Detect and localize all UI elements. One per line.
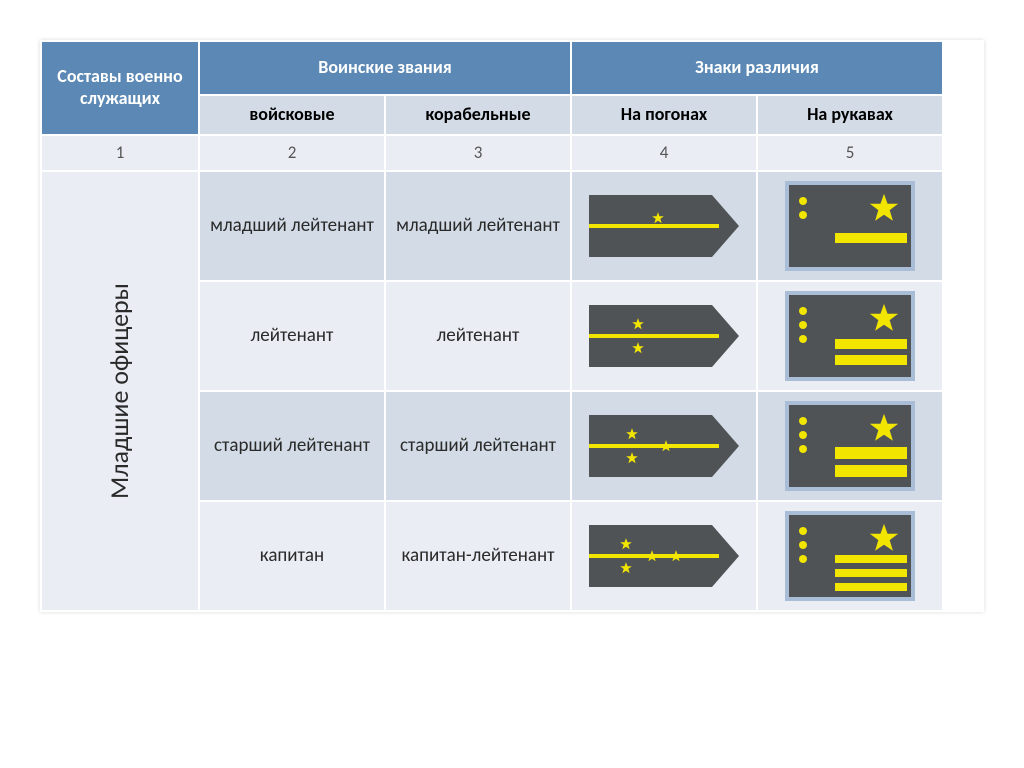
sleeve-icon [785,291,915,381]
sleeve-cell-0 [757,171,943,281]
rank-navy-3: капитан-лейтенант [385,501,571,611]
sleeve-cell-2 [757,391,943,501]
rank-navy-2: старший лейтенант [385,391,571,501]
sleeve-cell-3 [757,501,943,611]
rank-army-2: старший лейтенант [199,391,385,501]
header-epaulet: На погонах [571,95,757,135]
rank-army-1: лейтенант [199,281,385,391]
colnum-3: 3 [385,135,571,171]
epaulet-icon [589,415,739,477]
category-junior-officers: Младшие офицеры [41,171,199,611]
epaulet-cell-0 [571,171,757,281]
header-col1: Составы военно служащих [41,41,199,135]
colnum-4: 4 [571,135,757,171]
epaulet-cell-3 [571,501,757,611]
rank-army-0: младший лейтенант [199,171,385,281]
header-ranks-group: Воинские звания [199,41,571,95]
epaulet-icon [589,305,739,367]
epaulet-icon [589,525,739,587]
sleeve-icon [785,511,915,601]
rank-navy-1: лейтенант [385,281,571,391]
header-navy: корабельные [385,95,571,135]
epaulet-cell-1 [571,281,757,391]
sleeve-icon [785,401,915,491]
sleeve-icon [785,181,915,271]
rank-army-3: капитан [199,501,385,611]
epaulet-cell-2 [571,391,757,501]
category-label: Младшие офицеры [104,283,135,499]
ranks-table: Составы военно служащих Воинские звания … [40,40,984,612]
sleeve-cell-1 [757,281,943,391]
rank-navy-0: младший лейтенант [385,171,571,281]
header-sleeve: На рукавах [757,95,943,135]
colnum-1: 1 [41,135,199,171]
header-army: войсковые [199,95,385,135]
header-insignia-group: Знаки различия [571,41,943,95]
colnum-2: 2 [199,135,385,171]
colnum-5: 5 [757,135,943,171]
epaulet-icon [589,195,739,257]
